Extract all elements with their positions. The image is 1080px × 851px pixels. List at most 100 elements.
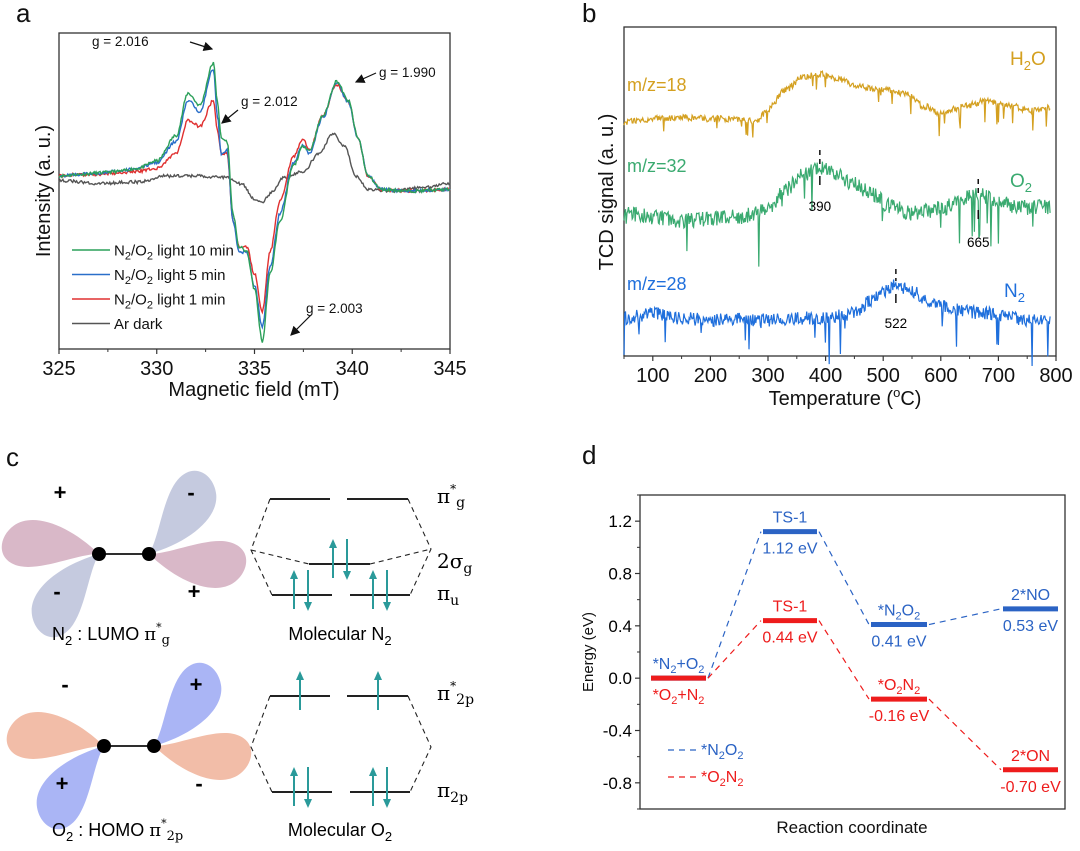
correlation-dashed-line bbox=[250, 549, 310, 565]
mo-diagram-title-part: 2 bbox=[385, 829, 392, 844]
x-tick-label: 335 bbox=[238, 358, 271, 380]
mo-level-label-part: π bbox=[437, 484, 450, 508]
mo-level-label: π*2p bbox=[437, 679, 474, 708]
level-name-label-part: O bbox=[902, 603, 914, 620]
mo-level-label-part: g bbox=[456, 495, 465, 511]
level-name-label: *O2N2 bbox=[878, 677, 920, 697]
g-value-annotation: g = 2.003 bbox=[306, 301, 363, 316]
phase-sign: + bbox=[190, 672, 203, 697]
level-name-label: *N2+O2 bbox=[653, 656, 705, 676]
species-label-part: 2 bbox=[1025, 180, 1032, 195]
atom-icon bbox=[92, 547, 106, 561]
level-name-label-part: *O bbox=[653, 687, 672, 704]
peak-value-label: 522 bbox=[885, 316, 908, 331]
annotation-arrow-icon bbox=[221, 109, 239, 124]
phase-sign: - bbox=[187, 480, 194, 505]
mo-level-label-part: g bbox=[463, 561, 472, 577]
g-value-annotation: g = 2.016 bbox=[92, 34, 149, 49]
level-name-label-part: +N bbox=[677, 687, 698, 704]
level-name-label-part: *N bbox=[653, 656, 671, 673]
y-tick-label: -0.8 bbox=[603, 774, 632, 793]
mo-level-label-part: 2p bbox=[450, 790, 468, 806]
orbital-caption-part: 2 bbox=[66, 829, 73, 844]
orbital-caption-part: N bbox=[52, 624, 65, 644]
panel-a-epr-chart: 325 330 335 340 345 Magnetic field (mT) Inte… bbox=[33, 32, 467, 401]
spin-down-arrow-icon bbox=[304, 602, 312, 611]
atom-icon bbox=[142, 547, 156, 561]
level-name-label-part: 2 bbox=[698, 695, 704, 707]
level-name-label-part: 2 bbox=[914, 611, 920, 623]
connector-dashed-line bbox=[928, 608, 1002, 626]
spin-up-arrow-icon bbox=[374, 671, 382, 680]
connector-dashed-line bbox=[707, 620, 762, 679]
orbital-caption-part: π bbox=[144, 624, 156, 645]
spin-up-arrow-icon bbox=[296, 671, 304, 680]
phase-sign: - bbox=[53, 579, 60, 604]
legend-entry-part: N bbox=[114, 267, 125, 284]
legend-entry-part: N bbox=[114, 292, 125, 309]
atom-icon bbox=[97, 739, 111, 753]
orbital-caption-part: 2p bbox=[167, 829, 184, 844]
orbital-caption-part: 2 bbox=[65, 633, 72, 648]
panel-b-tpd-chart: 100 200 300 400 500 600 700 800 m/z=18H2Om/z=32… bbox=[596, 26, 1073, 410]
orbital-lobe bbox=[1, 520, 99, 567]
spin-down-arrow-icon bbox=[383, 799, 391, 808]
legend-entry: N2/O2 light 5 min bbox=[114, 267, 225, 287]
g-value-annotation: g = 1.990 bbox=[379, 65, 436, 80]
correlation-dashed-line bbox=[250, 498, 273, 596]
connector-dashed-line bbox=[818, 620, 870, 700]
legend-entry-part: O bbox=[725, 742, 737, 759]
level-name-label-part: TS-1 bbox=[773, 599, 808, 616]
level-name-label-part: 2 bbox=[914, 685, 920, 697]
level-name-label-part: +O bbox=[676, 656, 698, 673]
legend-entry: Ar dark bbox=[114, 316, 163, 333]
panel-letter-c: c bbox=[6, 442, 19, 472]
legend-entry-part: Ar dark bbox=[114, 316, 163, 333]
level-name-label-part: 2 bbox=[671, 695, 677, 707]
legend-entry-part: N bbox=[114, 243, 125, 260]
orbital-lobe bbox=[36, 746, 104, 830]
x-tick-label: 100 bbox=[636, 365, 669, 387]
g-value-annotation: g = 2.012 bbox=[241, 94, 298, 109]
level-name-label: 2*ON bbox=[1011, 748, 1050, 765]
legend-entry: N2/O2 light 1 min bbox=[114, 292, 225, 312]
orbital-caption-part: : LUMO bbox=[72, 624, 144, 644]
mo-diagram-title-part: Molecular N bbox=[288, 624, 384, 644]
phase-sign: + bbox=[188, 579, 201, 604]
level-name-label-part: 2 bbox=[698, 664, 704, 676]
orbital-lobe bbox=[6, 712, 104, 759]
mo-level-label-part: π bbox=[437, 778, 450, 802]
phase-sign: + bbox=[54, 480, 67, 505]
level-name-label-part: *N bbox=[878, 603, 896, 620]
connector-dashed-line bbox=[928, 698, 1002, 771]
plot-frame bbox=[639, 494, 1066, 810]
mo-level-label: π*g bbox=[437, 482, 465, 511]
orbital-lobe bbox=[154, 662, 222, 746]
mo-diagram-title-part: Molecular O bbox=[288, 820, 385, 840]
x-tick-label: 325 bbox=[42, 358, 75, 380]
mo-level-label-part: u bbox=[450, 593, 459, 609]
y-tick-label: 0.0 bbox=[608, 669, 632, 688]
species-label-part: H bbox=[1010, 49, 1024, 70]
legend-entry: *O2N2 bbox=[701, 769, 743, 789]
level-name-label-part: 2 bbox=[896, 611, 902, 623]
energy-value-label: 0.53 eV bbox=[1003, 618, 1058, 635]
spin-up-arrow-icon bbox=[290, 570, 298, 579]
legend-entry-part: /O bbox=[131, 267, 147, 284]
y-tick-label: -0.4 bbox=[603, 722, 632, 741]
orbital-caption-part: : HOMO bbox=[73, 820, 149, 840]
orbital-lobe bbox=[149, 470, 217, 554]
mo-level-label: πu bbox=[437, 581, 459, 609]
x-tick-label: 345 bbox=[433, 358, 466, 380]
legend-entry-part: N bbox=[726, 769, 738, 786]
x-axis-label: Reaction coordinate bbox=[776, 818, 927, 837]
legend-entry-part: 2 bbox=[125, 300, 131, 312]
y-axis-label: Intensity (a. u.) bbox=[33, 125, 55, 257]
annotation-arrow-icon bbox=[290, 314, 312, 336]
orbital-caption: N2 : LUMO π*g bbox=[52, 621, 170, 648]
mo-diagram-title: Molecular O2 bbox=[288, 820, 392, 844]
spin-down-arrow-icon bbox=[343, 571, 351, 580]
spin-up-arrow-icon bbox=[290, 767, 298, 776]
correlation-dashed-line bbox=[250, 695, 273, 793]
